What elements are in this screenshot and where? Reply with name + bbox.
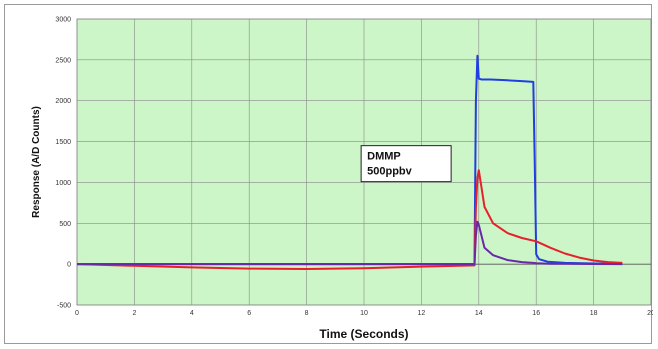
series-line-1 [77,54,623,266]
y-tick-label: 1000 [55,180,71,187]
x-tick-label: 10 [360,310,368,317]
series-lines [76,54,623,270]
x-tick-label: 18 [590,310,598,317]
series-line-3 [77,220,623,266]
y-tick-label: 2000 [55,98,71,105]
y-tick-label: 500 [59,221,71,228]
y-tick-label: 0 [67,262,71,269]
x-tick-label: 4 [190,310,194,317]
y-tick-label: 2500 [55,57,71,64]
x-tick-label: 14 [475,310,483,317]
chart-frame: 0 2 4 6 8 10 12 14 16 18 20 -500 0 500 1000 1500 2000 250… [4,4,653,344]
annotation-box [360,145,452,183]
x-tick-label: 12 [418,310,426,317]
y-tick-label: 3000 [55,17,71,24]
x-axis-title: Time (Seconds) [319,327,408,341]
annotation-line-1: DMMP [367,151,401,163]
y-tick-label: -500 [57,303,71,310]
x-tick-label: 0 [75,310,79,317]
series-line-2 [76,169,623,270]
x-tick-label: 16 [532,310,540,317]
response-chart: 0 2 4 6 8 10 12 14 16 18 20 -500 0 500 1000 1500 2000 250… [31,17,653,342]
annotation-line-2: 500ppbv [367,166,413,178]
y-tick-label: 1500 [55,139,71,146]
tick-labels: 0 2 4 6 8 10 12 14 16 18 20 -500 0 500 1000 1500 2000 250… [55,17,653,318]
x-tick-label: 8 [305,310,309,317]
x-tick-label: 20 [647,310,653,317]
x-tick-label: 2 [132,310,136,317]
x-tick-label: 6 [247,310,251,317]
y-axis-title: Response (A/D Counts) [31,106,42,218]
annotation: DMMP 500ppbv [360,145,452,183]
